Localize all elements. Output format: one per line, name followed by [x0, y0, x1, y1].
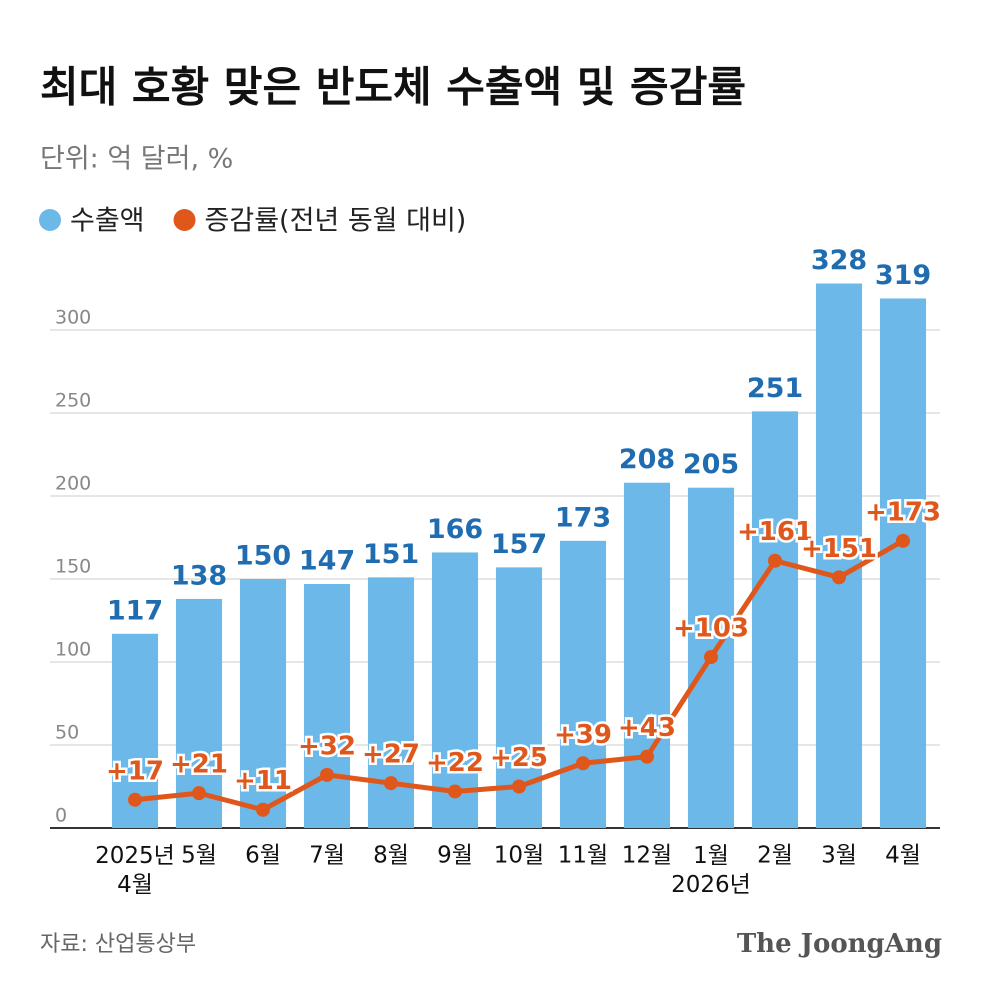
- bar: [879, 298, 927, 829]
- bar: [751, 411, 799, 828]
- legend-label: 수출액: [70, 206, 145, 237]
- line-label: +151: [801, 534, 877, 564]
- bar: [431, 552, 479, 828]
- line-point: [640, 749, 654, 764]
- x-tick-label: 11월: [558, 843, 608, 869]
- y-tick-label: 250: [55, 390, 91, 412]
- line-label: +11: [234, 766, 292, 796]
- line-label: +25: [490, 743, 548, 773]
- bar-label: 138: [171, 560, 227, 591]
- y-tick-label: 0: [55, 805, 67, 827]
- bar: [815, 283, 863, 828]
- bar-label: 117: [107, 595, 163, 626]
- line-label: +161: [737, 517, 813, 547]
- y-tick-label: 100: [55, 639, 91, 661]
- bar-label: 151: [363, 539, 419, 570]
- line-label: +22: [426, 748, 484, 778]
- legend-swatch: [173, 209, 196, 231]
- bar-label: 173: [555, 502, 611, 533]
- brand: The JoongAng: [737, 929, 942, 959]
- line-point: [384, 776, 398, 791]
- chart-subtitle: 단위: 억 달러, %: [40, 144, 233, 175]
- y-tick-label: 200: [55, 473, 91, 495]
- x-tick-label: 4월: [885, 843, 921, 869]
- chart-title: 최대 호황 맞은 반도체 수출액 및 증감률: [40, 63, 746, 112]
- x-tick-label: 8월: [373, 843, 409, 869]
- x-tick-label: 5월: [181, 843, 217, 869]
- line-label: +27: [362, 740, 420, 770]
- bar-label: 147: [299, 545, 355, 576]
- bar: [303, 583, 351, 828]
- line-point: [832, 570, 846, 585]
- bar: [559, 540, 607, 828]
- y-tick-label: 300: [55, 307, 91, 329]
- source: 자료: 산업통상부: [40, 932, 196, 957]
- line-point: [320, 767, 334, 782]
- bar-label: 208: [619, 444, 675, 475]
- line-point: [576, 756, 590, 771]
- x-tick-label: 3월: [821, 843, 857, 869]
- bar-label: 150: [235, 541, 291, 572]
- x-tick-label: 10월: [494, 843, 544, 869]
- bar: [367, 577, 415, 828]
- line-label: +32: [298, 731, 356, 761]
- line-point: [192, 786, 206, 801]
- y-tick-label: 50: [55, 722, 79, 744]
- line-point: [768, 553, 782, 568]
- bar-label: 205: [683, 449, 739, 480]
- bar-label: 251: [747, 373, 803, 404]
- legend: 수출액 증감률(전년 동월 대비): [39, 206, 466, 237]
- line-label: +17: [106, 756, 164, 786]
- bar-label: 166: [427, 514, 483, 545]
- x-tick-label: 9월: [437, 843, 473, 869]
- x-tick-label: 12월: [622, 843, 672, 869]
- bar-label: 328: [811, 245, 867, 276]
- line-label: +173: [865, 497, 941, 527]
- x-tick-label: 7월: [309, 843, 345, 869]
- bar: [623, 482, 671, 828]
- bar: [239, 579, 287, 828]
- legend-swatch: [39, 209, 61, 231]
- line-point: [128, 792, 142, 807]
- bar-label: 157: [491, 529, 547, 560]
- x-tick-label: 6월: [245, 843, 281, 869]
- x-tick-label: 2월: [757, 843, 793, 869]
- line-label: +21: [170, 750, 228, 780]
- line-point: [448, 784, 462, 799]
- legend-label: 증감률(전년 동월 대비): [205, 206, 467, 237]
- y-tick-label: 150: [55, 556, 91, 578]
- line-label: +39: [554, 720, 612, 750]
- x-tick-label: 1월 2026년: [671, 843, 751, 898]
- line-label: +103: [673, 614, 749, 644]
- line-point: [704, 650, 718, 665]
- line-label: +43: [618, 713, 676, 743]
- line-point: [896, 533, 910, 548]
- line-point: [256, 802, 270, 817]
- bar-label: 319: [875, 260, 931, 291]
- x-tick-label: 2025년 4월: [95, 843, 175, 898]
- line-point: [512, 779, 526, 794]
